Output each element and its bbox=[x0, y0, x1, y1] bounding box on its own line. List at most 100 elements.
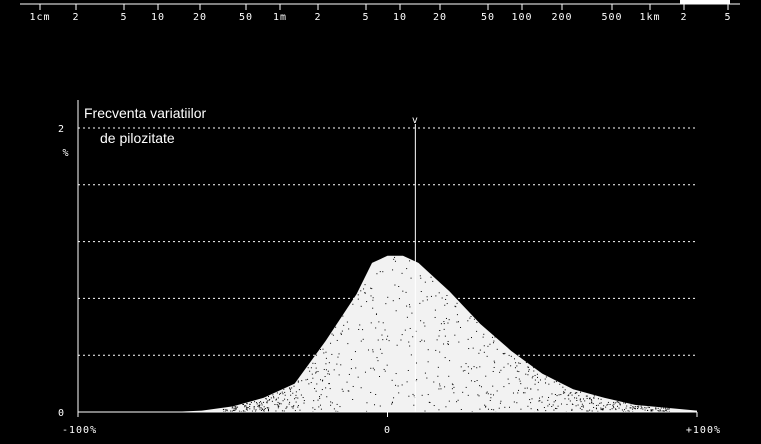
texture-dot bbox=[493, 409, 495, 411]
texture-dot bbox=[457, 399, 459, 401]
texture-dot bbox=[350, 359, 352, 361]
texture-dot bbox=[494, 336, 496, 338]
texture-dot bbox=[545, 410, 547, 412]
texture-dot bbox=[447, 322, 449, 324]
texture-dot bbox=[600, 407, 602, 409]
texture-dot bbox=[528, 369, 530, 371]
texture-dot bbox=[258, 405, 260, 407]
texture-dot bbox=[482, 336, 484, 338]
texture-dot bbox=[336, 339, 338, 341]
texture-dot bbox=[416, 379, 418, 381]
texture-dot bbox=[371, 288, 373, 290]
texture-dot bbox=[496, 390, 498, 392]
texture-dot bbox=[489, 399, 491, 401]
texture-dot bbox=[658, 410, 660, 412]
texture-dot bbox=[401, 334, 403, 336]
texture-dot bbox=[427, 361, 429, 363]
texture-dot bbox=[311, 373, 313, 375]
texture-dot bbox=[640, 408, 642, 410]
texture-dot bbox=[290, 390, 292, 392]
texture-dot bbox=[373, 369, 375, 371]
texture-dot bbox=[580, 391, 582, 393]
texture-dot bbox=[444, 357, 446, 359]
texture-dot bbox=[619, 402, 621, 404]
texture-dot bbox=[352, 303, 354, 305]
texture-dot bbox=[359, 324, 361, 326]
texture-dot bbox=[551, 393, 553, 395]
texture-dot bbox=[642, 408, 644, 410]
texture-dot bbox=[342, 315, 344, 317]
texture-dot bbox=[630, 407, 632, 409]
texture-dot bbox=[235, 408, 237, 410]
texture-dot bbox=[586, 410, 588, 412]
texture-dot bbox=[544, 378, 546, 380]
texture-dot bbox=[424, 410, 426, 412]
texture-dot bbox=[634, 406, 636, 408]
texture-dot bbox=[606, 404, 608, 406]
texture-dot bbox=[587, 410, 589, 412]
scale-tick-label: 10 bbox=[393, 12, 407, 23]
texture-dot bbox=[468, 372, 470, 374]
texture-dot bbox=[300, 394, 302, 396]
texture-dot bbox=[379, 348, 381, 350]
texture-dot bbox=[312, 362, 314, 364]
texture-dot bbox=[288, 403, 290, 405]
texture-dot bbox=[456, 321, 458, 323]
texture-dot bbox=[448, 375, 450, 377]
texture-dot bbox=[235, 406, 237, 408]
texture-dot bbox=[447, 344, 449, 346]
texture-dot bbox=[275, 398, 277, 400]
chart: v 02 -100% 0 +100% % Frecventa variatiilor… bbox=[58, 100, 720, 436]
texture-dot bbox=[391, 401, 393, 403]
texture-dot bbox=[548, 396, 550, 398]
texture-dot bbox=[291, 387, 293, 389]
texture-dot bbox=[376, 273, 378, 275]
texture-dot bbox=[395, 373, 397, 375]
texture-dot bbox=[328, 383, 330, 385]
texture-dot bbox=[303, 400, 305, 402]
texture-dot bbox=[426, 296, 428, 298]
texture-dot bbox=[492, 370, 494, 372]
texture-dot bbox=[331, 402, 333, 404]
texture-dot bbox=[249, 403, 251, 405]
texture-dot bbox=[347, 343, 349, 345]
texture-dot bbox=[472, 347, 474, 349]
texture-dot bbox=[233, 410, 235, 412]
texture-dot bbox=[576, 392, 578, 394]
texture-dot bbox=[625, 402, 627, 404]
texture-dot bbox=[485, 392, 487, 394]
texture-dot bbox=[504, 352, 506, 354]
texture-dot bbox=[582, 406, 584, 408]
texture-dot bbox=[439, 351, 441, 353]
texture-dot bbox=[595, 404, 597, 406]
texture-dot bbox=[324, 376, 326, 378]
texture-dot bbox=[377, 360, 379, 362]
texture-dot bbox=[280, 403, 282, 405]
texture-dot bbox=[357, 298, 359, 300]
texture-dot bbox=[599, 402, 601, 404]
texture-dot bbox=[600, 398, 602, 400]
texture-dot bbox=[245, 408, 247, 410]
texture-dot bbox=[386, 338, 388, 340]
texture-dot bbox=[490, 397, 492, 399]
texture-dot bbox=[267, 409, 269, 411]
texture-dot bbox=[335, 410, 337, 412]
texture-dot bbox=[320, 394, 322, 396]
texture-dot bbox=[254, 401, 256, 403]
texture-dot bbox=[364, 284, 366, 286]
texture-dot bbox=[456, 401, 458, 403]
scale-tick-label: 50 bbox=[239, 12, 253, 23]
texture-dot bbox=[343, 324, 345, 326]
texture-dot bbox=[234, 408, 236, 410]
texture-dot bbox=[528, 370, 530, 372]
texture-dot bbox=[467, 338, 469, 340]
texture-dot bbox=[439, 330, 441, 332]
texture-dot bbox=[618, 407, 620, 409]
texture-dot bbox=[444, 304, 446, 306]
texture-dot bbox=[277, 405, 279, 407]
scale-tick-label: 100 bbox=[511, 12, 532, 23]
texture-dot bbox=[280, 392, 282, 394]
texture-dot bbox=[255, 410, 257, 412]
texture-dot bbox=[408, 395, 410, 397]
texture-dot bbox=[415, 330, 417, 332]
